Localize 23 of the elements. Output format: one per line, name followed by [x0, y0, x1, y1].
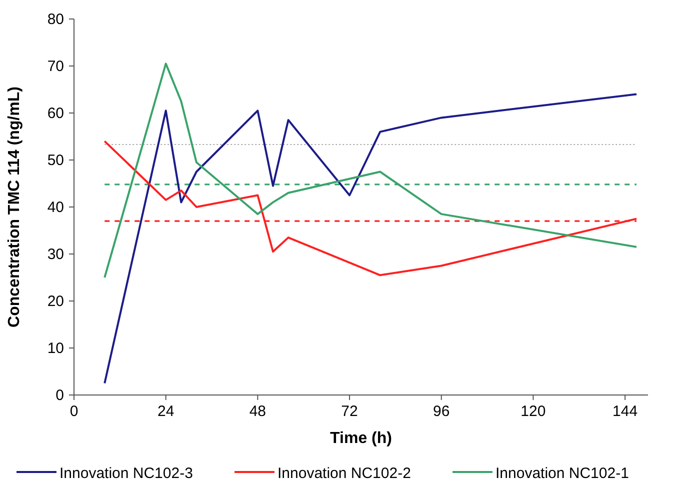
y-tick-label: 40: [47, 199, 64, 216]
y-axis-title: Concentration TMC 114 (ng/mL): [6, 86, 23, 328]
y-tick-label: 60: [47, 105, 64, 122]
legend-label: Innovation NC102-3: [60, 465, 193, 482]
y-tick-label: 20: [47, 293, 64, 310]
y-tick-label: 0: [56, 387, 64, 404]
legend-label: Innovation NC102-1: [496, 465, 629, 482]
x-tick-label: 144: [612, 403, 638, 420]
y-tick-label: 10: [47, 340, 64, 357]
x-tick-label: 72: [341, 403, 358, 420]
line-series: [104, 62, 638, 278]
y-tick-label: 50: [47, 152, 64, 169]
x-tick-label: 48: [249, 403, 266, 420]
x-tick-label: 0: [70, 403, 78, 420]
x-axis-title: Time (h): [330, 430, 392, 447]
x-tick-label: 24: [157, 403, 174, 420]
legend-label: Innovation NC102-2: [278, 465, 411, 482]
y-tick-label: 30: [47, 246, 64, 263]
x-tick-label: 96: [433, 403, 450, 420]
x-tick-label: 120: [520, 403, 546, 420]
y-tick-label: 70: [47, 58, 64, 75]
line-series: [104, 93, 638, 384]
y-tick-label: 80: [47, 11, 64, 28]
